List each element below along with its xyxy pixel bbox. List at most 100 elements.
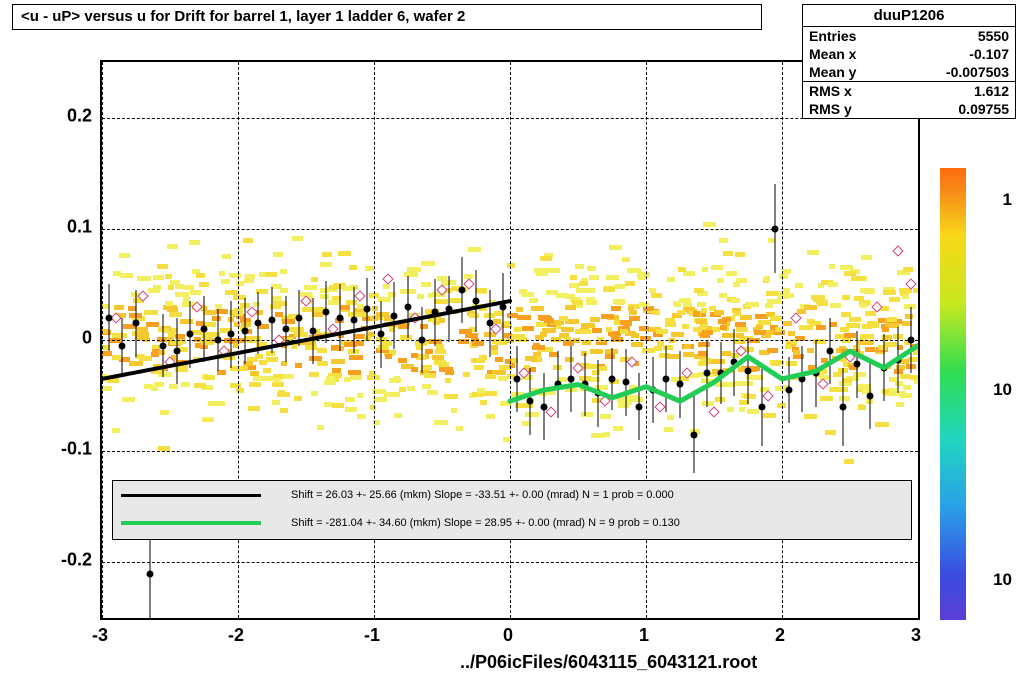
heat-cell xyxy=(583,288,595,293)
heat-cell xyxy=(540,316,552,321)
heat-cell xyxy=(600,414,611,419)
heat-cell xyxy=(491,345,498,350)
heat-cell xyxy=(489,300,495,305)
heat-cell xyxy=(189,240,201,245)
heat-cell xyxy=(682,324,689,329)
data-point xyxy=(826,348,833,355)
heat-cell xyxy=(273,252,283,257)
data-point xyxy=(609,375,616,382)
heat-cell xyxy=(544,390,556,395)
data-point xyxy=(677,381,684,388)
heat-cell xyxy=(667,415,674,420)
heat-cell xyxy=(586,297,595,302)
data-point xyxy=(785,387,792,394)
heat-cell xyxy=(807,348,813,353)
heat-cell xyxy=(479,306,487,311)
heat-cell xyxy=(639,302,649,307)
heat-cell xyxy=(190,290,200,295)
heat-cell xyxy=(394,413,402,418)
heat-cell xyxy=(272,400,279,405)
heat-cell xyxy=(860,303,867,308)
heat-cell xyxy=(861,255,872,260)
heat-cell xyxy=(714,310,724,315)
heat-cell xyxy=(157,264,168,269)
colorbar-tick: 10 xyxy=(993,380,1012,400)
heat-cell xyxy=(514,327,522,332)
heat-cell xyxy=(723,251,734,256)
plot-area: Shift = 26.03 +- 25.66 (mkm) Slope = -33… xyxy=(102,62,918,618)
heat-cell xyxy=(569,283,579,288)
x-tick-label: 1 xyxy=(639,625,649,646)
heat-cell xyxy=(217,370,226,375)
heat-cell xyxy=(389,378,401,383)
heat-cell xyxy=(858,405,866,410)
heat-cell xyxy=(529,298,539,303)
heat-cell xyxy=(747,409,759,414)
heat-cell xyxy=(832,356,840,361)
heat-cell xyxy=(369,371,376,376)
heat-cell xyxy=(102,351,112,356)
heat-cell xyxy=(775,327,782,332)
heat-cell xyxy=(345,407,356,412)
heat-cell xyxy=(170,280,180,285)
heat-cell xyxy=(451,408,457,413)
data-point xyxy=(894,357,901,364)
heat-cell xyxy=(629,385,636,390)
heat-cell xyxy=(740,315,752,320)
data-point xyxy=(160,342,167,349)
footer-path: ../P06icFiles/6043115_6043121.root xyxy=(460,652,757,673)
data-point xyxy=(636,403,643,410)
heat-cell xyxy=(259,360,267,365)
heat-cell xyxy=(357,304,364,309)
colorbar-tick: 10 xyxy=(993,570,1012,590)
data-point xyxy=(432,309,439,316)
heat-cell xyxy=(839,396,850,401)
heat-cell xyxy=(349,355,363,360)
data-point-open xyxy=(600,395,611,406)
heat-cell xyxy=(219,271,225,276)
data-point xyxy=(881,364,888,371)
heat-cell xyxy=(903,385,912,390)
heat-cell xyxy=(370,405,376,410)
legend-text: Shift = -281.04 +- 34.60 (mkm) Slope = 2… xyxy=(291,517,680,529)
heat-cell xyxy=(830,303,841,308)
data-point xyxy=(282,325,289,332)
heat-cell xyxy=(398,358,407,363)
heat-cell xyxy=(122,397,134,402)
data-point xyxy=(105,314,112,321)
stats-row: RMS x1.612 xyxy=(803,82,1015,100)
heat-cell xyxy=(902,294,909,299)
heat-cell xyxy=(840,327,848,332)
data-point xyxy=(323,309,330,316)
heat-cell xyxy=(865,311,876,316)
heat-cell xyxy=(862,324,872,329)
heat-cell xyxy=(642,348,655,353)
data-point xyxy=(173,348,180,355)
heat-cell xyxy=(575,264,583,269)
heat-cell xyxy=(445,378,451,383)
heat-cell xyxy=(536,271,549,276)
heat-cell xyxy=(590,317,600,322)
heat-cell xyxy=(281,361,287,366)
heat-cell xyxy=(332,368,341,373)
data-point xyxy=(269,316,276,323)
heat-cell xyxy=(350,375,362,380)
heat-cell xyxy=(631,342,643,347)
heat-cell xyxy=(720,325,728,330)
heat-cell xyxy=(504,333,512,338)
heat-cell xyxy=(295,363,302,368)
legend-swatch xyxy=(121,494,261,497)
heat-cell xyxy=(804,414,817,419)
heat-cell xyxy=(345,397,355,402)
heat-cell xyxy=(417,294,424,299)
heat-cell xyxy=(605,354,615,359)
heat-cell xyxy=(532,345,545,350)
heat-cell xyxy=(204,310,216,315)
heat-cell xyxy=(253,376,263,381)
heat-cell xyxy=(606,275,619,280)
data-point xyxy=(908,337,915,344)
heat-cell xyxy=(309,372,319,377)
heat-cell xyxy=(878,345,887,350)
heat-cell xyxy=(317,348,327,353)
heat-cell xyxy=(522,292,534,297)
